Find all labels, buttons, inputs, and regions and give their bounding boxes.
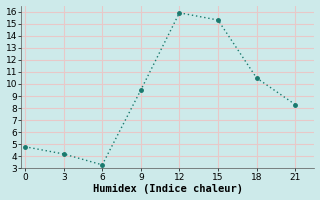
X-axis label: Humidex (Indice chaleur): Humidex (Indice chaleur) [93,184,243,194]
